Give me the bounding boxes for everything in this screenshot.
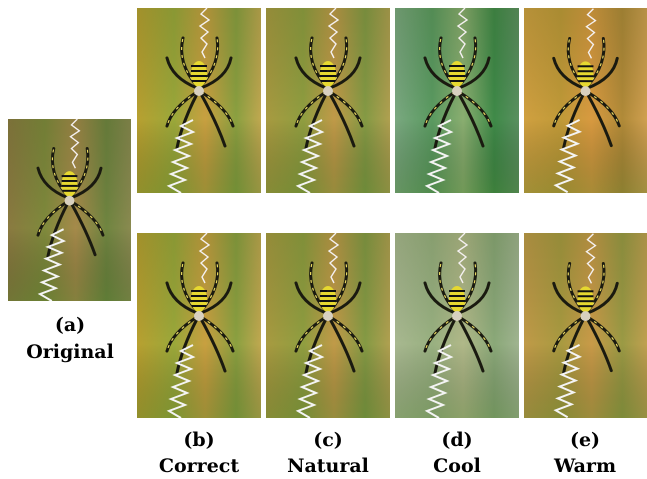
photo-warm-2 — [524, 233, 647, 418]
panel-letter: (d) — [441, 429, 472, 451]
photo-cool-1 — [395, 8, 519, 193]
panel-name: Warm — [553, 455, 616, 477]
panel-name: Original — [26, 341, 114, 363]
photo-correct-2 — [137, 233, 261, 418]
panel-name: Correct — [159, 455, 239, 477]
panel-letter: (a) — [55, 314, 85, 336]
photo-natural-1 — [266, 8, 390, 193]
photo-cool-2 — [395, 233, 519, 418]
figure: (a) Original (b) Correct (c) Natural (d)… — [0, 0, 647, 479]
panel-letter: (e) — [570, 429, 600, 451]
photo-warm-1 — [524, 8, 647, 193]
panel-name: Cool — [433, 455, 481, 477]
panel-letter: (c) — [313, 429, 343, 451]
photo-original — [8, 119, 131, 301]
photo-natural-2 — [266, 233, 390, 418]
photo-correct-1 — [137, 8, 261, 193]
panel-letter: (b) — [183, 429, 214, 451]
panel-name: Natural — [287, 455, 369, 477]
